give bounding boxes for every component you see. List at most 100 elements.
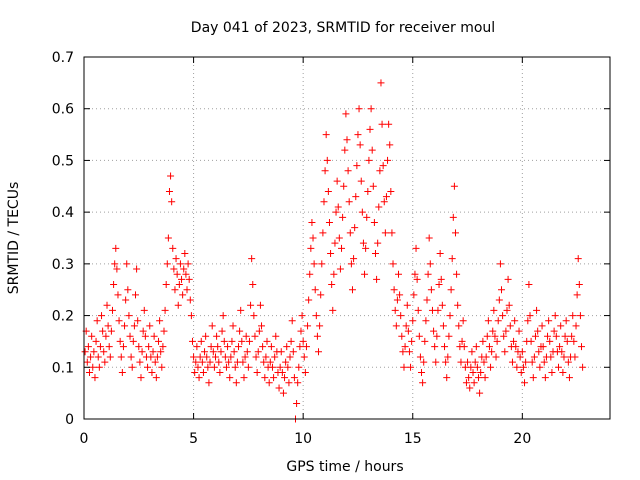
data-point: [473, 363, 481, 371]
data-point: [453, 270, 461, 278]
data-point: [96, 343, 104, 351]
data-point: [329, 306, 337, 314]
data-point: [158, 363, 166, 371]
data-point: [178, 275, 186, 283]
data-point: [344, 167, 352, 175]
data-point: [449, 213, 457, 221]
data-point: [335, 234, 343, 242]
data-point: [139, 327, 147, 335]
y-tick-label: 0.1: [52, 360, 74, 376]
data-point: [476, 389, 484, 397]
data-point: [281, 374, 289, 382]
data-point: [409, 317, 417, 325]
data-point: [101, 358, 109, 366]
y-tick-label: 0.4: [52, 205, 74, 221]
data-point: [165, 187, 173, 195]
y-tick-label: 0.6: [52, 102, 74, 118]
data-point: [369, 182, 377, 190]
data-point: [241, 353, 249, 361]
data-point: [562, 317, 570, 325]
data-point: [253, 368, 261, 376]
data-point: [188, 337, 196, 345]
y-tick-label: 0.7: [52, 50, 74, 66]
data-point: [445, 332, 453, 340]
x-tick-labels: 0 5 10 15 20: [80, 431, 532, 447]
data-point: [81, 348, 89, 356]
data-point: [205, 379, 213, 387]
data-point: [561, 332, 569, 340]
data-point: [99, 327, 107, 335]
data-point: [351, 224, 359, 232]
data-point: [153, 353, 161, 361]
data-point: [278, 368, 286, 376]
data-point: [130, 322, 138, 330]
data-point: [568, 332, 576, 340]
data-point: [283, 343, 291, 351]
data-point: [175, 281, 183, 289]
data-point: [312, 312, 320, 320]
data-point: [137, 374, 145, 382]
data-point: [327, 250, 335, 258]
data-point: [297, 327, 305, 335]
data-point: [286, 353, 294, 361]
data-point: [122, 296, 130, 304]
data-point: [254, 348, 262, 356]
data-point: [475, 374, 482, 382]
data-point: [388, 229, 396, 237]
data-point: [550, 327, 558, 335]
data-point: [539, 343, 547, 351]
data-point: [146, 322, 154, 330]
data-point: [363, 213, 371, 221]
data-point: [535, 348, 543, 356]
data-point: [479, 337, 487, 345]
data-point: [186, 296, 194, 304]
data-point: [176, 260, 184, 268]
data-point: [438, 301, 446, 309]
data-point: [287, 337, 295, 345]
data-point: [91, 374, 99, 382]
data-point: [225, 358, 233, 366]
data-point: [179, 291, 187, 299]
data-point: [530, 353, 538, 361]
data-point: [147, 353, 155, 361]
data-point: [150, 332, 158, 340]
data-point: [334, 203, 342, 211]
data-point: [155, 337, 163, 345]
data-point: [518, 348, 526, 356]
data-point: [102, 332, 110, 340]
data-point: [496, 260, 504, 268]
data-point: [136, 358, 144, 366]
data-point: [526, 312, 534, 320]
data-point: [524, 317, 532, 325]
data-point: [338, 244, 346, 252]
data-point: [391, 306, 399, 314]
data-point: [277, 348, 285, 356]
data-point: [284, 363, 292, 371]
data-point: [396, 291, 404, 299]
data-point: [170, 265, 178, 273]
data-point: [83, 358, 91, 366]
data-point: [226, 374, 234, 382]
data-point: [187, 312, 195, 320]
data-point: [442, 358, 450, 366]
data-point: [379, 162, 387, 170]
data-point: [465, 374, 473, 382]
data-point: [423, 296, 431, 304]
data-point: [505, 301, 513, 309]
data-point: [477, 368, 485, 376]
data-point: [230, 348, 238, 356]
data-point: [462, 379, 470, 387]
data-point: [413, 275, 421, 283]
data-point: [240, 374, 248, 382]
data-point: [487, 363, 495, 371]
data-point: [159, 343, 167, 351]
data-point: [322, 131, 330, 139]
data-point: [571, 353, 579, 361]
data-point: [485, 343, 493, 351]
data-point: [457, 358, 465, 366]
data-point: [332, 208, 340, 216]
data-point: [422, 317, 430, 325]
data-points: [81, 79, 587, 423]
data-point: [243, 348, 251, 356]
data-point: [251, 332, 259, 340]
